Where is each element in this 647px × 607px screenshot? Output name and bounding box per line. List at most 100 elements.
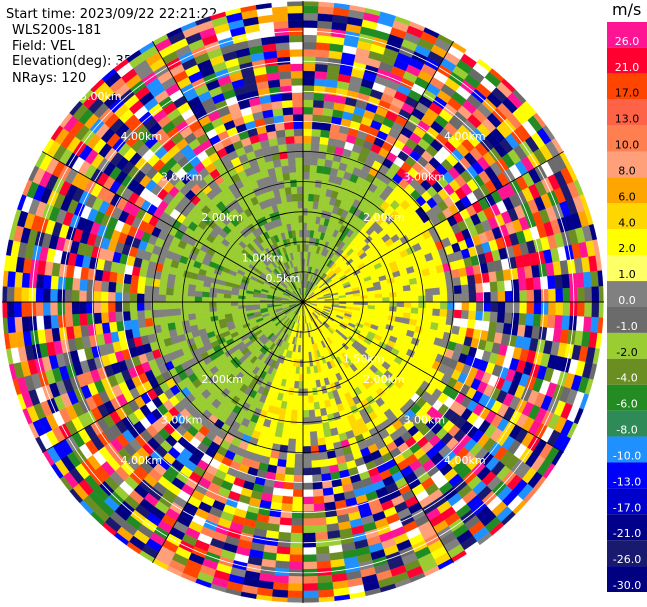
velocity-gate [277, 538, 291, 548]
velocity-gate [317, 582, 334, 591]
velocity-gate [395, 286, 404, 293]
velocity-gate [245, 301, 253, 306]
velocity-gate [353, 298, 361, 303]
velocity-gate [93, 290, 102, 303]
velocity-gate [43, 315, 52, 330]
velocity-gate [277, 143, 288, 153]
velocity-gate [302, 171, 310, 180]
velocity-gate [7, 316, 16, 334]
velocity-gate [396, 291, 405, 298]
velocity-gate [316, 560, 332, 570]
velocity-gate [302, 431, 311, 440]
velocity-gate [310, 452, 320, 461]
velocity-gate [583, 271, 592, 288]
velocity-gate [294, 222, 300, 231]
velocity-gate [360, 298, 369, 303]
velocity-gate [129, 301, 138, 312]
velocity-gate [122, 292, 131, 303]
velocity-gate [50, 288, 58, 303]
velocity-gate [309, 164, 318, 173]
velocity-gate [292, 489, 304, 498]
velocity-gate [122, 310, 131, 322]
velocity-gate [280, 92, 293, 101]
velocity-gate [276, 546, 291, 555]
velocity-gate [122, 282, 131, 294]
velocity-gate [230, 298, 239, 303]
velocity-gate [230, 305, 239, 310]
velocity-gate [302, 460, 312, 469]
velocity-gate [381, 292, 390, 298]
velocity-gate [562, 301, 571, 317]
velocity-gate [252, 301, 260, 305]
velocity-gate [143, 301, 152, 311]
velocity-gate [283, 481, 294, 490]
velocity-gate [136, 293, 145, 303]
velocity-gate [308, 193, 315, 202]
velocity-gate [598, 301, 605, 318]
velocity-gate [461, 301, 470, 311]
velocity-gate [540, 288, 549, 303]
velocity-gate [302, 532, 316, 541]
velocity-gate [294, 453, 304, 462]
velocity-gate [290, 416, 298, 425]
velocity-gate [313, 99, 325, 109]
velocity-gate [466, 274, 476, 285]
velocity-gate [367, 294, 376, 299]
velocity-gate [475, 310, 484, 322]
velocity-gate [418, 301, 426, 309]
velocity-gate [57, 301, 66, 316]
velocity-gate [590, 316, 599, 334]
velocity-gate [167, 322, 176, 331]
velocity-gate [526, 289, 535, 303]
velocity-gate [415, 276, 425, 285]
velocity-gate [172, 308, 182, 316]
velocity-gate [308, 416, 316, 425]
velocity-gate [308, 409, 316, 418]
velocity-gate [274, 166, 283, 175]
velocity-gate [418, 295, 426, 303]
velocity-gate [459, 275, 469, 286]
velocity-gate [424, 314, 433, 323]
velocity-gate [129, 310, 138, 321]
velocity-gate [144, 276, 154, 287]
velocity-gate [302, 20, 318, 29]
velocity-gate [424, 281, 433, 290]
velocity-gate [489, 311, 498, 323]
velocity-gate [159, 279, 168, 288]
velocity-gate [313, 92, 326, 101]
velocity-gate [575, 316, 585, 332]
velocity-gate [460, 284, 470, 294]
velocity-gate [79, 278, 88, 291]
velocity-gate [129, 292, 138, 303]
velocity-gate [402, 284, 411, 292]
velocity-gate [293, 482, 304, 490]
velocity-gate [475, 282, 484, 294]
velocity-gate [201, 291, 210, 298]
velocity-gate [57, 288, 66, 303]
velocity-gate [165, 301, 174, 310]
velocity-gate [108, 281, 117, 293]
velocity-gate [302, 424, 310, 433]
velocity-gate [194, 301, 203, 308]
velocity-gate [158, 301, 167, 310]
velocity-gate [504, 290, 513, 303]
velocity-gate [475, 292, 484, 303]
velocity-gate [284, 186, 292, 196]
velocity-gate [468, 301, 477, 312]
velocity-gate [424, 288, 434, 296]
velocity-gate [548, 288, 556, 303]
velocity-gate [314, 70, 328, 80]
velocity-gate [525, 313, 535, 327]
velocity-gate [216, 306, 225, 312]
velocity-gate [71, 313, 81, 327]
velocity-gate [144, 317, 154, 328]
velocity-gate [78, 301, 87, 314]
velocity-gate [411, 295, 419, 303]
velocity-gate [302, 539, 317, 548]
velocity-gate [322, 421, 331, 431]
velocity-rays [1, 0, 605, 604]
velocity-gate [289, 547, 304, 555]
velocity-gate [42, 288, 51, 303]
velocity-gate [278, 524, 292, 534]
velocity-gate [287, 583, 304, 592]
